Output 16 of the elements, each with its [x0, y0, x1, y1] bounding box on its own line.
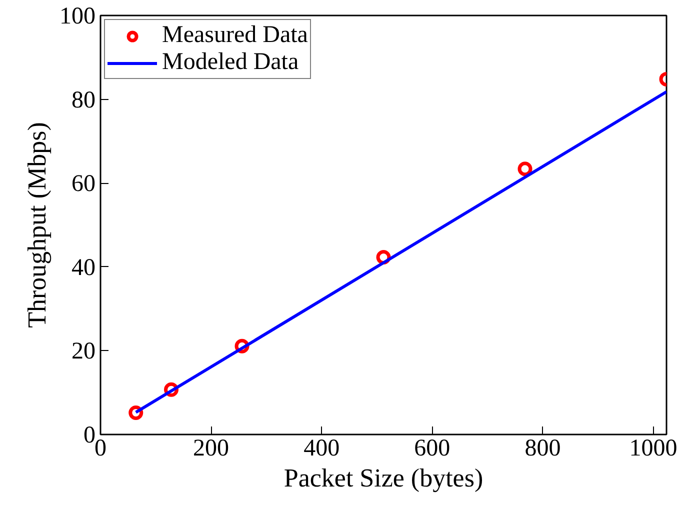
- y-tick-label: 80: [72, 87, 96, 114]
- legend-label: Modeled Data: [162, 49, 299, 76]
- legend-label: Measured Data: [162, 22, 308, 49]
- point: [128, 405, 144, 420]
- x-axis-title: Packet Size (bytes): [284, 464, 484, 492]
- x-tick-label: 1000: [629, 436, 678, 462]
- y-tick-label: 60: [72, 171, 96, 198]
- x-tick-label: 200: [193, 436, 230, 462]
- x-tick-label: 600: [414, 436, 450, 462]
- x-tick-label: 800: [524, 436, 561, 462]
- y-tick-label: 40: [72, 254, 96, 281]
- y-axis-title: Throughput (Mbps): [22, 122, 52, 328]
- y-tick-label: 20: [72, 338, 96, 365]
- x-tick-label: 400: [304, 436, 340, 462]
- point: [518, 162, 532, 176]
- y-tick-label: 100: [60, 4, 96, 30]
